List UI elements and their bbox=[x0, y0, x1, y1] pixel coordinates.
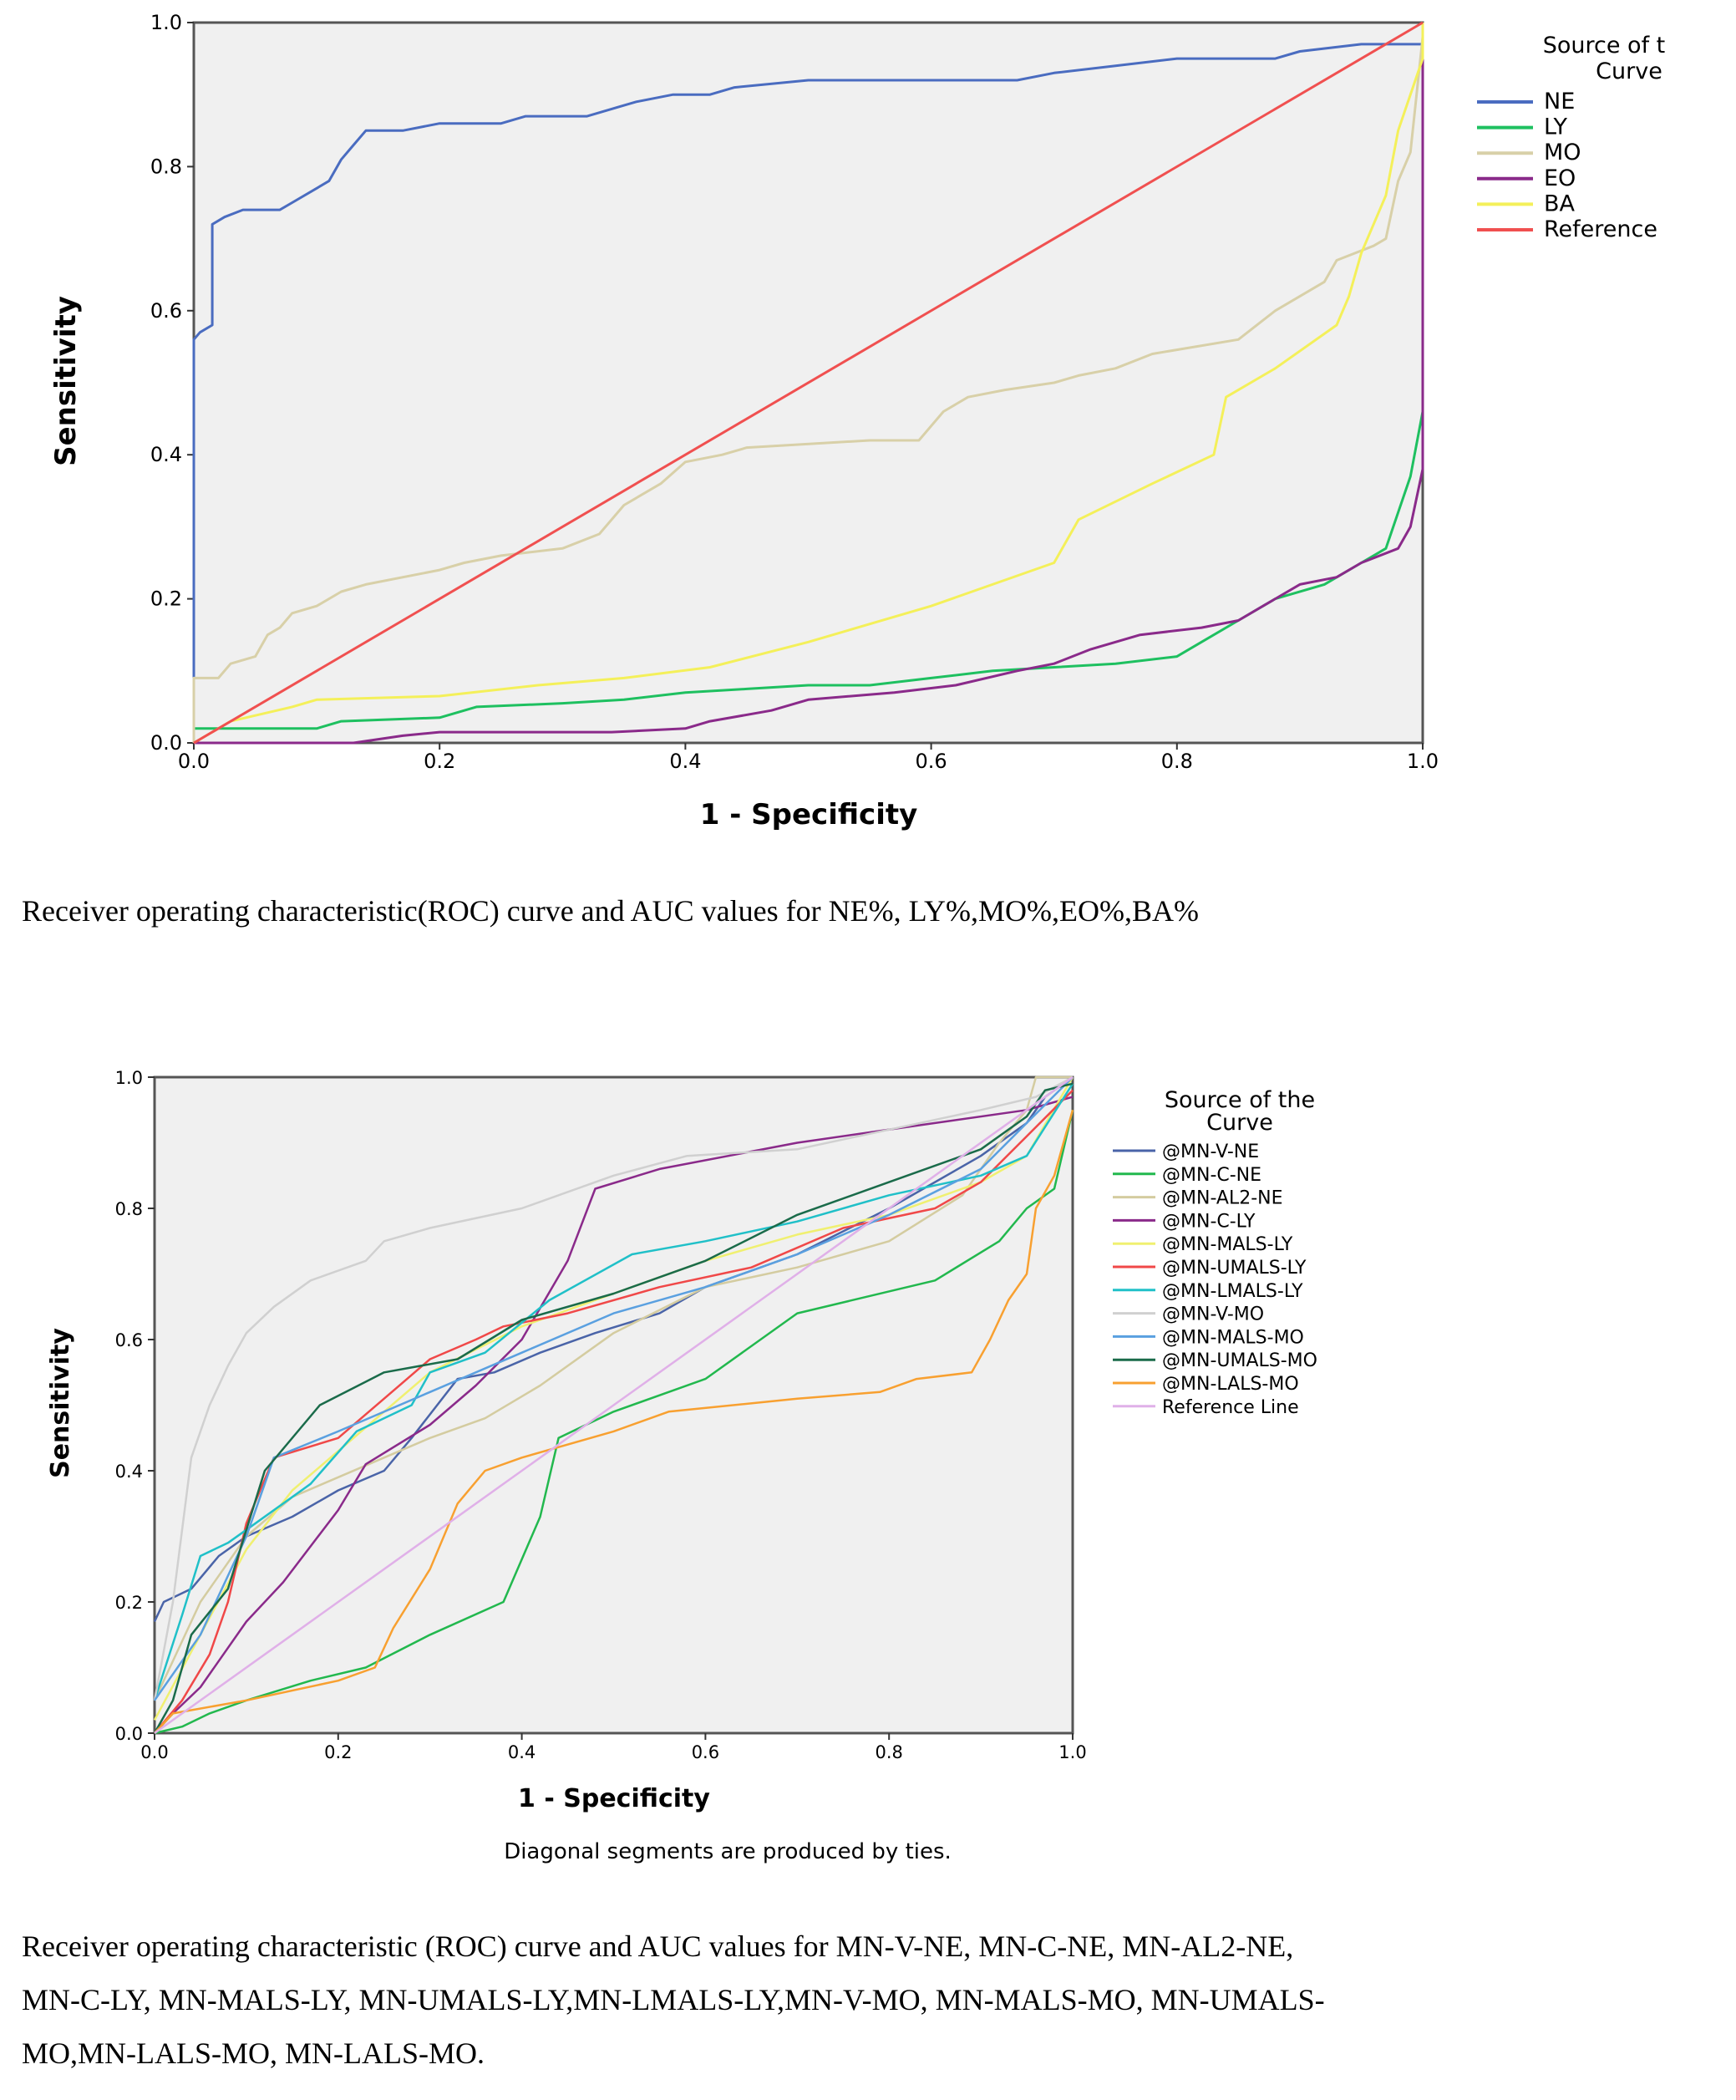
y-tick-label: 0.2 bbox=[150, 587, 182, 611]
x-tick-label: 1.0 bbox=[1058, 1742, 1086, 1762]
curve-mo bbox=[192, 23, 1424, 743]
figure-1-caption: Receiver operating characteristic(ROC) c… bbox=[22, 894, 1199, 928]
curve-mn-c-ne bbox=[154, 1110, 1074, 1735]
legend-label-mn-c-ne: @MN-C-NE bbox=[1162, 1165, 1261, 1186]
x-tick-label: 0.6 bbox=[692, 1742, 719, 1762]
y-tick-label: 0.0 bbox=[150, 731, 182, 755]
legend-label-mn-umals-mo: @MN-UMALS-MO bbox=[1162, 1350, 1317, 1371]
curve-ne bbox=[192, 23, 1424, 743]
y-tick-label: 1.0 bbox=[150, 11, 182, 34]
x-tick-label: 0.0 bbox=[178, 750, 210, 773]
x-tick-label: 0.0 bbox=[140, 1742, 168, 1762]
y-axis-title: Sensitivity bbox=[46, 1328, 75, 1478]
legend-label-ly: LY bbox=[1544, 114, 1567, 140]
y-axis-title: Sensitivity bbox=[49, 296, 83, 466]
x-axis-title: 1 - Specificity bbox=[700, 798, 918, 831]
curve-mn-c-ly bbox=[154, 1096, 1074, 1734]
curve-mn-umals-ly bbox=[154, 1089, 1074, 1734]
legend-label-reference-line: Reference Line bbox=[1162, 1397, 1299, 1418]
x-tick-label: 0.8 bbox=[875, 1742, 902, 1762]
curve-ba bbox=[193, 23, 1424, 745]
curve-reference bbox=[193, 21, 1424, 745]
x-tick-label: 0.8 bbox=[1161, 750, 1193, 773]
legend-label-mn-lmals-ly: @MN-LMALS-LY bbox=[1162, 1281, 1303, 1302]
y-tick-label: 0.4 bbox=[150, 443, 182, 466]
axis-ticks: 0.0 0.2 0.4 0.6 0.8 1.0 0.0 0.2 0.4 0.6 0.8 1.0 bbox=[115, 1068, 1087, 1762]
figure-2-caption-line-2: MN-C-LY, MN-MALS-LY, MN-UMALS-LY,MN-LMAL… bbox=[22, 1983, 1325, 2016]
x-tick-label: 1.0 bbox=[1407, 750, 1439, 773]
y-tick-label: 0.8 bbox=[115, 1199, 143, 1219]
x-axis-title: 1 - Specificity bbox=[518, 1784, 710, 1813]
x-tick-label: 0.6 bbox=[916, 750, 947, 773]
legend-label-mo: MO bbox=[1544, 140, 1581, 165]
curve-ly bbox=[192, 23, 1424, 743]
curves bbox=[153, 1075, 1074, 1735]
curve-mn-v-ne bbox=[153, 1075, 1074, 1623]
axis-ticks: 0.0 0.2 0.4 0.6 0.8 1.0 0.0 0.2 0.4 0.6 0.8 1.0 bbox=[150, 11, 1439, 773]
y-tick-label: 1.0 bbox=[115, 1068, 143, 1088]
y-tick-label: 0.6 bbox=[150, 299, 182, 323]
y-tick-label: 0.0 bbox=[115, 1724, 143, 1744]
legend-label-eo: EO bbox=[1544, 165, 1576, 191]
y-tick-label: 0.8 bbox=[150, 155, 182, 178]
curve-mn-umals-mo bbox=[153, 1082, 1074, 1734]
y-tick-label: 0.6 bbox=[115, 1330, 143, 1350]
legend-label-mn-lals-mo: @MN-LALS-MO bbox=[1162, 1374, 1299, 1395]
curve-mn-lmals-ly bbox=[153, 1083, 1074, 1701]
legend-title-line2: Curve bbox=[1206, 1110, 1273, 1136]
legend-label-reference: Reference bbox=[1544, 216, 1657, 242]
curve-mn-v-mo bbox=[153, 1075, 1074, 1701]
y-tick-label: 0.4 bbox=[115, 1462, 143, 1482]
curve-mn-lals-mo bbox=[154, 1109, 1074, 1734]
legend-label-mn-c-ly: @MN-C-LY bbox=[1162, 1211, 1256, 1232]
legend-title-line1: Source of the bbox=[1165, 1087, 1315, 1113]
curves bbox=[192, 21, 1424, 745]
footnote: Diagonal segments are produced by ties. bbox=[504, 1839, 952, 1864]
figure-2-caption-line-3: MO,MN-LALS-MO, MN-LALS-MO. bbox=[22, 2036, 485, 2070]
y-tick-label: 0.2 bbox=[115, 1593, 143, 1613]
curve-eo bbox=[194, 23, 1424, 745]
legend-label-mn-mals-mo: @MN-MALS-MO bbox=[1162, 1327, 1304, 1348]
roc-chart-2: 0.0 0.2 0.4 0.6 0.8 1.0 0.0 0.2 0.4 0.6 0.8 1.0 Sen… bbox=[46, 1068, 1317, 1864]
legend-label-mn-v-mo: @MN-V-MO bbox=[1162, 1304, 1264, 1325]
figure-2-caption-line-1: Receiver operating characteristic (ROC) … bbox=[22, 1930, 1294, 1963]
legend-label-ba: BA bbox=[1544, 191, 1576, 216]
legend: Source of the Curve @MN-V-NE@MN-C-NE@MN-… bbox=[1113, 1087, 1317, 1418]
curve-mn-mals-ly bbox=[153, 1076, 1074, 1721]
legend-label-mn-al2-ne: @MN-AL2-NE bbox=[1162, 1188, 1283, 1209]
legend-title-line1: Source of t bbox=[1543, 33, 1666, 58]
x-tick-label: 0.2 bbox=[424, 750, 455, 773]
curve-mn-mals-mo bbox=[153, 1076, 1074, 1701]
legend-title-line2: Curve bbox=[1596, 58, 1662, 84]
curve-reference-line bbox=[154, 1075, 1074, 1735]
legend-label-mn-umals-ly: @MN-UMALS-LY bbox=[1162, 1258, 1307, 1279]
x-tick-label: 0.2 bbox=[324, 1742, 352, 1762]
x-tick-label: 0.4 bbox=[669, 750, 701, 773]
roc-chart-1: 0.0 0.2 0.4 0.6 0.8 1.0 0.0 0.2 0.4 0.6 0.8 1.0 Sen… bbox=[49, 11, 1665, 831]
legend-label-mn-mals-ly: @MN-MALS-LY bbox=[1162, 1234, 1293, 1255]
x-tick-label: 0.4 bbox=[508, 1742, 536, 1762]
legend-label-ne: NE bbox=[1544, 89, 1575, 114]
legend-label-mn-v-ne: @MN-V-NE bbox=[1162, 1142, 1259, 1162]
